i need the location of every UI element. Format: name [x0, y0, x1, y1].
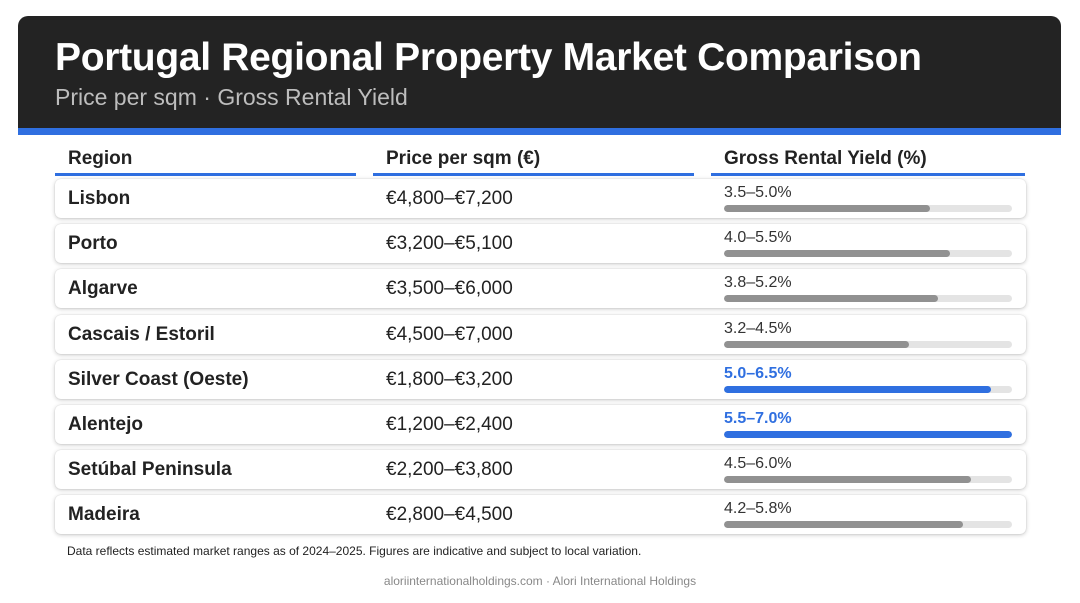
price-range: €2,800–€4,500 — [386, 504, 513, 526]
price-range: €4,800–€7,200 — [386, 188, 513, 209]
yield-bar-fill — [724, 521, 963, 529]
yield-bar-fill — [724, 250, 951, 258]
yield-range-label: 3.2–4.5% — [724, 319, 792, 337]
yield-bar-fill — [724, 476, 971, 484]
price-range: €4,500–€7,000 — [386, 323, 513, 345]
region-name: Madeira — [68, 504, 140, 526]
price-range: €3,200–€5,100 — [386, 233, 513, 255]
yield-bar-track — [724, 521, 1012, 529]
table-row: Cascais / Estoril €4,500–€7,000 3.2–4.5% — [55, 314, 1026, 354]
yield-range-label: 5.0–6.5% — [724, 364, 792, 382]
yield-range-label: 3.8–5.2% — [724, 274, 792, 292]
region-name: Silver Coast (Oeste) — [68, 368, 249, 390]
table-row: Algarve €3,500–€6,000 3.8–5.2% — [55, 269, 1026, 309]
table-row: Madeira €2,800–€4,500 4.2–5.8% — [55, 495, 1026, 535]
yield-bar-track — [724, 205, 1012, 212]
page-title: Portugal Regional Property Market Compar… — [55, 36, 922, 79]
price-range: €3,500–€6,000 — [386, 278, 513, 300]
yield-bar-track — [724, 476, 1012, 484]
data-note: Data reflects estimated market ranges as… — [67, 544, 642, 558]
yield-range-label: 4.5–6.0% — [724, 455, 792, 473]
yield-bar-track — [724, 340, 1012, 348]
yield-range-label: 4.2–5.8% — [724, 500, 792, 518]
table-row: Lisbon €4,800–€7,200 3.5–5.0% — [55, 179, 1026, 218]
region-name: Setúbal Peninsula — [68, 459, 232, 481]
yield-range-label: 4.0–5.5% — [724, 229, 792, 247]
column-header-price: Price per sqm (€) — [373, 146, 694, 176]
yield-bar-fill — [724, 340, 910, 348]
table-row: Silver Coast (Oeste) €1,800–€3,200 5.0–6.5… — [55, 359, 1026, 399]
page-subtitle: Price per sqm · Gross Rental Yield — [55, 84, 408, 110]
region-name: Cascais / Estoril — [68, 323, 215, 345]
yield-bar-fill — [724, 295, 938, 303]
yield-bar-fill — [724, 205, 930, 212]
yield-bar-track — [724, 431, 1012, 438]
price-range: €2,200–€3,800 — [386, 459, 513, 481]
yield-bar-track — [724, 250, 1012, 258]
column-header-region: Region — [55, 146, 356, 176]
table-row: Setúbal Peninsula €2,200–€3,800 4.5–6.0% — [55, 450, 1026, 490]
column-header-yield: Gross Rental Yield (%) — [711, 146, 1025, 176]
price-range: €1,800–€3,200 — [386, 368, 513, 390]
yield-bar-fill — [724, 385, 992, 393]
table-row: Porto €3,200–€5,100 4.0–5.5% — [55, 224, 1026, 264]
price-range: €1,200–€2,400 — [386, 414, 513, 435]
yield-bar-fill — [724, 431, 1012, 438]
yield-range-label: 3.5–5.0% — [724, 184, 792, 201]
region-name: Alentejo — [68, 414, 143, 435]
region-name: Algarve — [68, 278, 138, 300]
table-row: Alentejo €1,200–€2,400 5.5–7.0% — [55, 405, 1026, 444]
header-accent-stripe — [18, 128, 1061, 135]
header-banner — [18, 16, 1061, 134]
region-name: Porto — [68, 233, 118, 255]
footer-credit: aloriinternationalholdings.com · Alori I… — [383, 574, 697, 588]
yield-range-label: 5.5–7.0% — [724, 410, 792, 427]
yield-bar-track — [724, 295, 1012, 303]
yield-bar-track — [724, 385, 1012, 393]
region-name: Lisbon — [68, 188, 131, 209]
